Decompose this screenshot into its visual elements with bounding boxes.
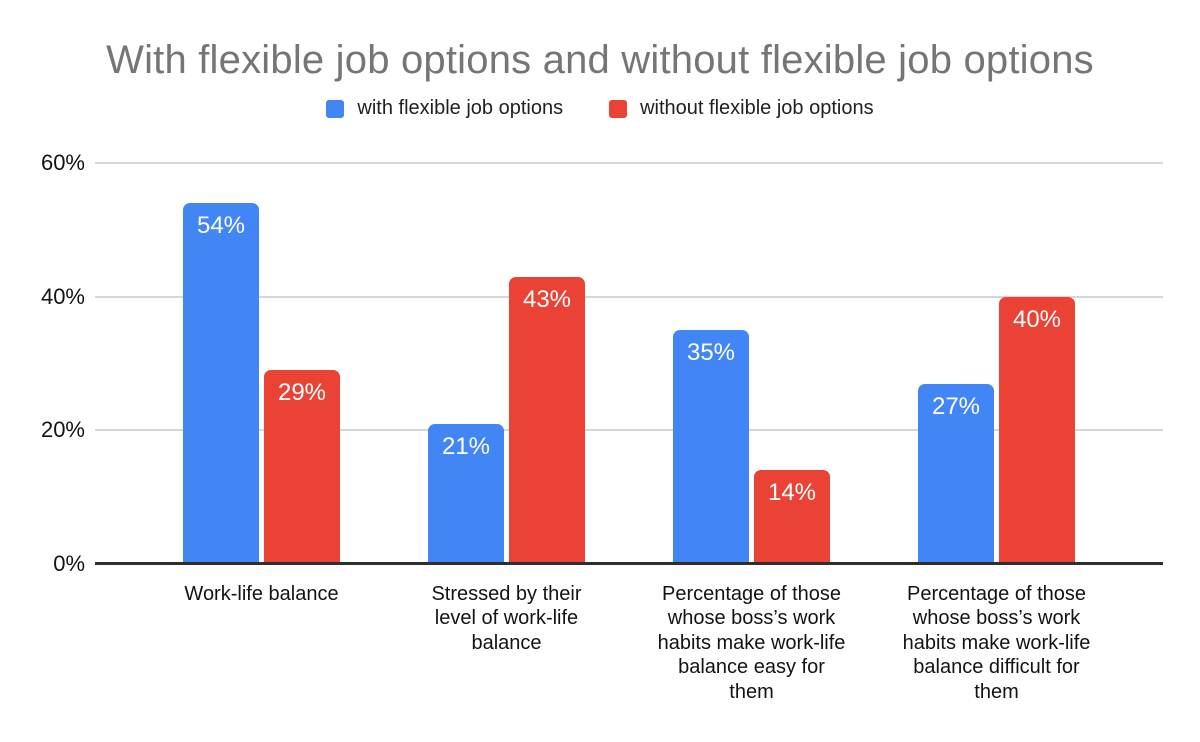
legend-item-0[interactable]: with flexible job options — [326, 97, 563, 120]
legend-swatch-icon — [609, 99, 628, 118]
bar-with-flexible-options[interactable]: 35% — [673, 330, 749, 564]
bar-without-flexible-options[interactable]: 14% — [754, 470, 830, 564]
legend-swatch-icon — [326, 99, 345, 118]
bar-value-label: 54% — [196, 212, 246, 240]
legend-item-label: with flexible job options — [357, 97, 564, 119]
category-label: Work-life balance — [184, 583, 339, 605]
bar-groups: 54% 29% 21% 43% 35% 14% 27% 40% — [95, 163, 1163, 564]
category-label: Percentage of those whose boss’s work ha… — [657, 583, 846, 703]
bar-value-label: 40% — [1012, 305, 1062, 333]
gridline — [95, 295, 1163, 298]
bar-without-flexible-options[interactable]: 29% — [264, 370, 340, 564]
category-label: Stressed by their level of work-life bal… — [431, 583, 582, 654]
bar-value-label: 43% — [522, 285, 572, 313]
y-tick-label: 20% — [40, 417, 85, 443]
bar-with-flexible-options[interactable]: 21% — [428, 423, 504, 564]
y-axis-labels: 0% 20% 40% 60% — [0, 152, 85, 575]
bar-group: 27% 40% — [874, 163, 1119, 564]
bar-value-label: 29% — [277, 379, 327, 407]
y-tick-label: 40% — [40, 283, 85, 309]
gridline — [95, 162, 1163, 164]
bar-value-label: 21% — [441, 432, 491, 460]
legend: with flexible job options without flexibl… — [0, 97, 1200, 120]
bar-group: 54% 29% — [139, 163, 384, 564]
bar-without-flexible-options[interactable]: 40% — [999, 296, 1075, 564]
x-axis-labels: Work-life balance Stressed by their level… — [95, 582, 1163, 704]
bar-group: 21% 43% — [384, 163, 629, 564]
bar-with-flexible-options[interactable]: 27% — [918, 383, 994, 564]
bar-value-label: 27% — [931, 392, 981, 420]
bar-with-flexible-options[interactable]: 54% — [183, 203, 259, 564]
x-axis-line — [95, 562, 1163, 565]
y-tick-label: 60% — [40, 150, 85, 175]
gridline — [95, 429, 1163, 432]
plot-area: 54% 29% 21% 43% 35% 14% 27% 40% — [95, 162, 1163, 565]
bar-without-flexible-options[interactable]: 43% — [509, 276, 585, 564]
bar-group: 35% 14% — [629, 163, 874, 564]
bar-value-label: 35% — [686, 339, 736, 367]
legend-item-1[interactable]: without flexible job options — [609, 97, 874, 120]
legend-item-label: without flexible job options — [640, 97, 874, 119]
category-label: Percentage of those whose boss’s work ha… — [902, 583, 1091, 703]
bar-value-label: 14% — [767, 479, 817, 507]
y-tick-label: 0% — [53, 551, 85, 576]
chart-title: With flexible job options and without fl… — [106, 38, 1094, 82]
